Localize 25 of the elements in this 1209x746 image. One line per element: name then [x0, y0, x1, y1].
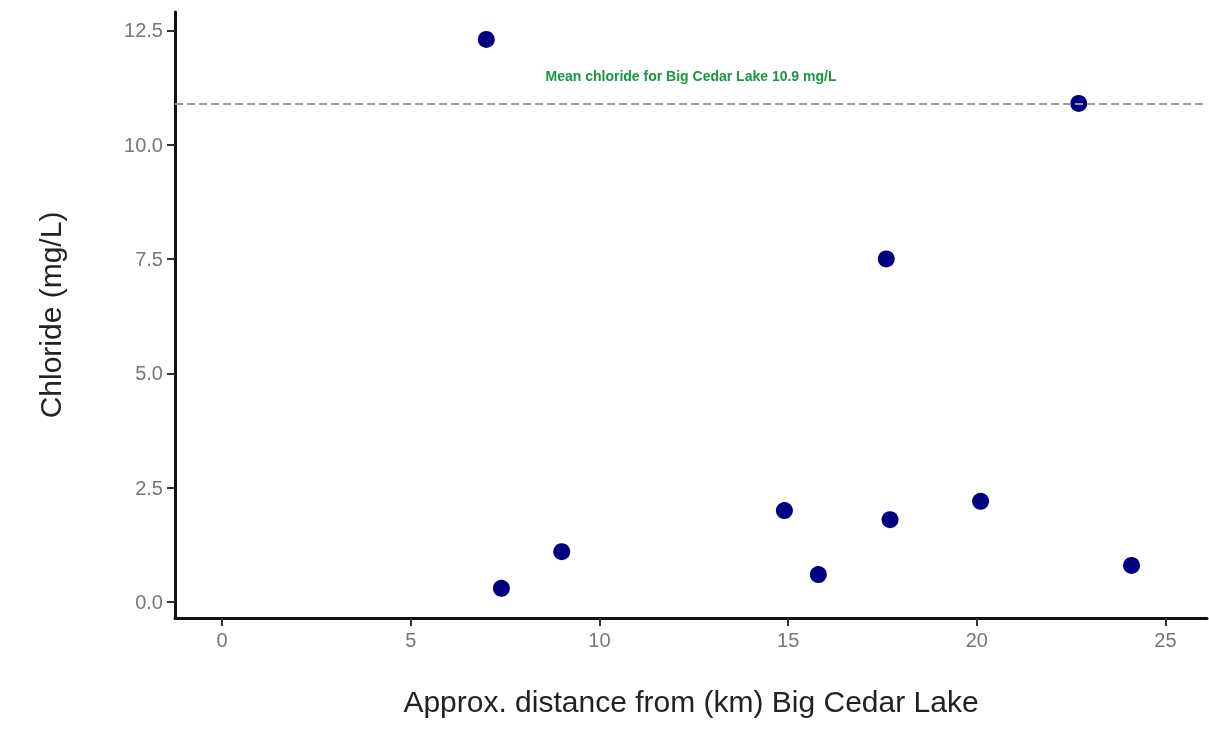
y-tick-label: 5.0 — [135, 362, 163, 385]
y-tick-label: 2.5 — [135, 476, 163, 499]
x-tick-label: 25 — [1154, 629, 1177, 651]
point — [553, 543, 571, 561]
ref-line-label: Mean chloride for Big Cedar Lake 10.9 mg/L — [545, 68, 837, 85]
y-tick-label: 12.5 — [124, 19, 163, 42]
point — [477, 30, 495, 48]
point — [809, 566, 827, 584]
point — [877, 250, 895, 268]
y-tick-label: 0.0 — [135, 590, 163, 613]
point — [972, 492, 990, 510]
y-tick-label: 7.5 — [135, 247, 163, 270]
x-tick-label: 0 — [216, 629, 228, 651]
point — [775, 502, 793, 520]
y-axis-title: Chloride (mg/L) — [33, 211, 67, 419]
point — [492, 579, 510, 597]
y-tick-label: 10.0 — [124, 133, 163, 156]
x-tick-label: 20 — [965, 629, 988, 651]
point — [881, 511, 899, 529]
point — [1070, 94, 1088, 112]
x-tick-label: 15 — [777, 629, 800, 651]
point — [1123, 556, 1141, 574]
x-tick-label: 10 — [588, 629, 611, 651]
x-tick-label: 5 — [405, 629, 417, 651]
x-axis-title: Approx. distance from (km) Big Cedar Lake — [403, 684, 979, 718]
